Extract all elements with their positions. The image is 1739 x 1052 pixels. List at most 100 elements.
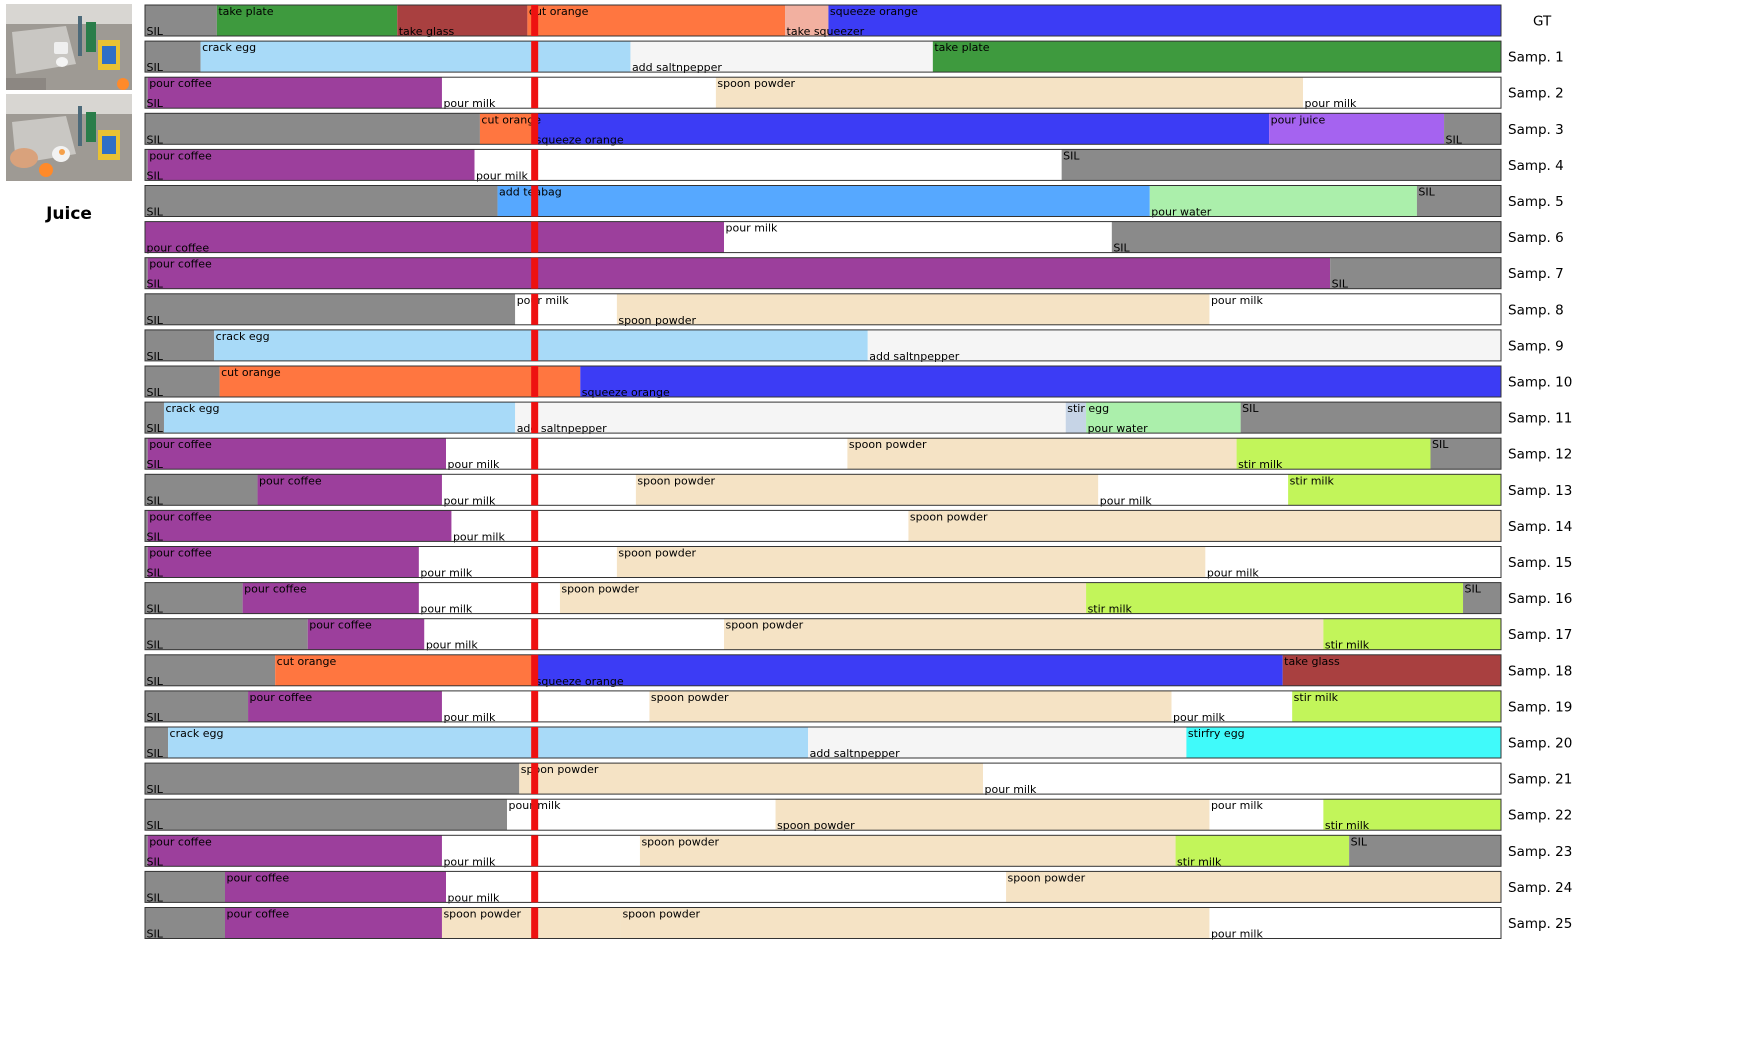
row-label: Samp. 3 <box>1508 122 1564 138</box>
observation-marker <box>531 41 539 73</box>
kitchen-frame-image <box>6 4 132 90</box>
row-label: Samp. 8 <box>1508 302 1564 318</box>
row-border <box>144 293 1502 326</box>
segment-label: SIL <box>147 639 164 652</box>
segment-label: SIL <box>147 169 164 182</box>
observation-marker <box>531 113 539 145</box>
segment-label: SIL <box>1332 278 1349 291</box>
segment-label: SIL <box>147 891 164 904</box>
segment-label: add saltnpepper <box>810 747 900 760</box>
timeline-row: SIL pour coffee pour milk spoon powder stir … <box>144 834 1572 868</box>
segment-label: pour coffee <box>259 474 322 487</box>
video-frame-1 <box>6 4 132 90</box>
segment-label: pour milk <box>1211 799 1264 812</box>
observation-marker <box>531 366 539 397</box>
segment-label: SIL <box>147 675 164 688</box>
observation-marker <box>531 907 539 939</box>
segment-label: pour milk <box>1207 567 1260 580</box>
action-segment <box>307 618 425 650</box>
timeline-row: SIL cut orange squeeze orange pour juice SIL… <box>144 112 1564 146</box>
action-segment <box>145 582 243 614</box>
action-segment <box>242 582 419 614</box>
row-label: GT <box>1533 14 1552 30</box>
action-segment <box>145 510 148 542</box>
timeline-row: SIL add teabag pour water SIL Samp. 5 <box>144 185 1564 219</box>
action-segment <box>1292 690 1501 722</box>
segment-label: stir milk <box>1238 458 1283 471</box>
action-segment <box>145 727 169 758</box>
action-segment <box>479 113 535 145</box>
segment-label: pour milk <box>443 97 496 110</box>
row-label: Samp. 2 <box>1508 86 1564 102</box>
action-segment <box>145 5 217 36</box>
action-segment <box>534 113 1270 145</box>
action-segment <box>145 149 148 181</box>
segment-label: stir milk <box>1290 474 1335 487</box>
segment-label: SIL <box>147 278 164 291</box>
row-border <box>144 76 1502 109</box>
segment-label: pour coffee <box>149 510 212 523</box>
action-segment <box>847 438 1237 470</box>
segment-label: stir milk <box>1325 819 1370 832</box>
segment-label: cut orange <box>529 5 589 18</box>
row-border <box>144 690 1502 723</box>
segment-label: spoon powder <box>641 835 719 848</box>
segment-label: stir milk <box>1294 691 1339 704</box>
action-segment <box>1209 799 1324 831</box>
segment-label: spoon powder <box>561 583 639 596</box>
segment-label: SIL <box>1351 835 1368 848</box>
video-frame-2 <box>6 94 132 181</box>
action-segment <box>534 654 1283 686</box>
observation-marker <box>531 185 539 217</box>
action-segment <box>397 5 528 36</box>
row-label: Samp. 16 <box>1508 591 1572 607</box>
row-border <box>144 40 1502 73</box>
row-label: Samp. 21 <box>1508 772 1572 788</box>
row-border <box>144 582 1502 615</box>
action-segment <box>1444 113 1501 145</box>
row-label: Samp. 22 <box>1508 808 1572 824</box>
action-segment <box>620 907 1210 939</box>
segment-label: pour coffee <box>147 242 210 255</box>
row-label: Samp. 19 <box>1508 699 1572 715</box>
action-segment <box>147 257 1331 289</box>
segment-label: SIL <box>1465 583 1482 596</box>
action-segment <box>145 799 508 831</box>
segment-label: take plate <box>218 5 273 18</box>
observation-marker <box>531 293 539 325</box>
segment-label: SIL <box>147 530 164 543</box>
action-segment <box>1349 835 1501 867</box>
action-segment <box>145 546 148 578</box>
segment-label: pour milk <box>726 222 779 235</box>
action-segment <box>1240 402 1501 434</box>
segment-label: pour coffee <box>309 619 372 632</box>
action-segment <box>248 690 442 722</box>
segment-label: spoon powder <box>618 547 696 560</box>
segment-label: SIL <box>1113 242 1130 255</box>
segment-label: spoon powder <box>443 908 521 921</box>
timeline-row: pour coffee pour milk SIL Samp. 6 <box>144 221 1564 255</box>
segment-label: pour water <box>1088 422 1149 435</box>
action-segment <box>580 366 1501 397</box>
action-segment <box>145 438 148 470</box>
row-label: Samp. 4 <box>1508 158 1564 174</box>
segment-label: add saltnpepper <box>632 61 722 74</box>
segment-label: spoon powder <box>717 77 795 90</box>
action-segment <box>441 77 716 109</box>
action-segment <box>649 690 1172 722</box>
segment-label: stirfry egg <box>1188 727 1245 740</box>
segment-label: spoon powder <box>777 819 855 832</box>
observation-marker <box>531 727 539 758</box>
action-segment <box>1065 402 1087 434</box>
row-label: Samp. 6 <box>1508 230 1564 246</box>
video-title: Juice <box>46 204 92 224</box>
action-segment <box>1269 113 1445 145</box>
segment-label: pour milk <box>420 567 473 580</box>
segment-label: crack egg <box>202 41 256 54</box>
action-segment <box>145 366 220 397</box>
segment-label: take glass <box>399 25 455 38</box>
action-segment <box>168 727 809 758</box>
segment-label: pour milk <box>476 169 529 182</box>
segment-label: pour coffee <box>244 583 307 596</box>
segment-label: pour milk <box>985 783 1038 796</box>
